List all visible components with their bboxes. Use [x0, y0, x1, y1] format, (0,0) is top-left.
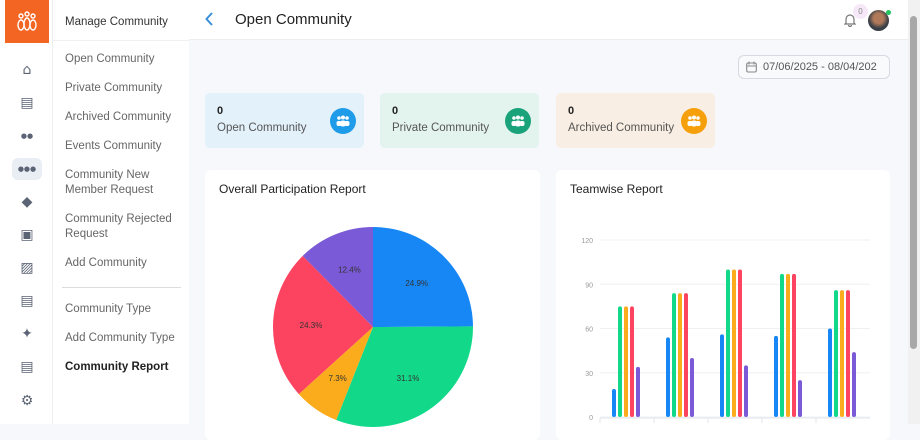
slice-label: 7.3% — [329, 374, 347, 383]
bar[interactable] — [612, 388, 616, 417]
bar[interactable] — [666, 337, 670, 417]
puzzle-icon[interactable]: ✦ — [21, 326, 33, 342]
submenu-archived-community[interactable]: Archived Community — [65, 111, 172, 123]
stat-card[interactable]: 0 Private Community — [380, 93, 539, 148]
submenu-community-report[interactable]: Community Report — [65, 361, 169, 373]
briefcase-icon[interactable]: ▨ — [20, 260, 34, 276]
bell-icon[interactable] — [843, 13, 857, 32]
bar[interactable] — [690, 358, 694, 417]
y-tick-label: 30 — [585, 371, 593, 378]
gear-icon[interactable]: ⚙ — [20, 393, 34, 409]
stat-card[interactable]: 0 Archived Community — [556, 93, 715, 148]
stat-count: 0 — [392, 105, 399, 117]
bar[interactable] — [744, 365, 748, 417]
report-icon[interactable]: ▤ — [20, 359, 34, 375]
page-title: Open Community — [235, 11, 352, 28]
pie-slice[interactable] — [373, 227, 473, 327]
bar[interactable] — [738, 269, 742, 418]
bar[interactable] — [792, 273, 796, 417]
y-tick-label: 60 — [585, 327, 593, 334]
scrollbar-thumb[interactable] — [910, 16, 917, 349]
users-icon[interactable]: ●● — [20, 132, 34, 140]
bar-chart: 0 30 60 90 120 — [581, 238, 870, 423]
chart-title: Overall Participation Report — [219, 182, 366, 196]
slice-label: 31.1% — [397, 374, 420, 383]
newspaper-icon[interactable]: ▤ — [20, 95, 34, 111]
stat-label: Open Community — [217, 122, 307, 134]
top-bar: Open Community 0 — [189, 0, 908, 40]
stat-card[interactable]: 0 Open Community — [205, 93, 364, 148]
bar[interactable] — [678, 293, 682, 417]
bar[interactable] — [636, 366, 640, 417]
community-icon — [330, 108, 356, 134]
submenu-rejected-request[interactable]: Community Rejected Request — [65, 213, 172, 240]
calendar-icon[interactable]: ▣ — [20, 227, 34, 243]
bar[interactable] — [774, 335, 778, 417]
bar[interactable] — [732, 269, 736, 418]
pie-slice[interactable] — [298, 327, 373, 420]
submenu-add-community[interactable]: Add Community — [65, 257, 147, 269]
date-range-picker[interactable]: 07/06/2025 - 08/04/202 — [738, 55, 890, 79]
bar[interactable] — [786, 273, 790, 417]
back-chevron-icon[interactable] — [205, 12, 214, 31]
avatar[interactable] — [868, 10, 889, 31]
submenu-private-community[interactable]: Private Community — [65, 82, 163, 94]
bar[interactable] — [834, 290, 838, 417]
stat-label: Private Community — [392, 122, 490, 134]
submenu-add-community-type[interactable]: Add Community Type — [65, 332, 175, 344]
bar[interactable] — [828, 328, 832, 418]
bar[interactable] — [684, 293, 688, 417]
stat-label: Archived Community — [568, 122, 675, 134]
bar[interactable] — [846, 290, 850, 417]
bar[interactable] — [798, 380, 802, 417]
divider — [62, 287, 181, 288]
y-tick-label: 0 — [589, 415, 593, 422]
community-icon — [681, 108, 707, 134]
tag-icon[interactable]: ◆ — [21, 194, 33, 210]
submenu-header: Manage Community — [53, 0, 189, 41]
notification-badge: 0 — [853, 4, 868, 19]
submenu-community-type[interactable]: Community Type — [65, 303, 152, 315]
chart-title: Teamwise Report — [570, 182, 663, 196]
bar[interactable] — [840, 290, 844, 417]
pie-slice[interactable] — [273, 255, 373, 395]
pie-slice[interactable] — [336, 326, 473, 427]
logo-people-icon — [17, 10, 37, 31]
bar[interactable] — [672, 293, 676, 417]
stat-count: 0 — [568, 105, 575, 117]
stat-count: 0 — [217, 105, 224, 117]
slice-label: 24.9% — [405, 279, 428, 288]
store-icon[interactable]: ▤ — [20, 293, 34, 309]
teamwise-report-card: Teamwise Report 0 30 60 90 120 — [556, 170, 890, 440]
participation-report-card: Overall Participation Report 24.9% 31.1% 7… — [205, 170, 540, 440]
bar[interactable] — [780, 273, 784, 417]
calendar-icon — [746, 61, 757, 76]
pie-slice[interactable] — [302, 227, 373, 327]
community-icon[interactable]: ●●● — [12, 158, 42, 180]
bar[interactable] — [618, 306, 622, 417]
scrollbar[interactable] — [908, 0, 920, 424]
y-tick-label: 90 — [585, 282, 593, 289]
date-range-value: 07/06/2025 - 08/04/202 — [763, 61, 877, 73]
icon-rail: ⌂ ▤ ●● ●●● ◆ ▣ ▨ ▤ ✦ ▤ ⚙ — [0, 0, 53, 424]
community-icon — [505, 108, 531, 134]
y-tick-label: 120 — [581, 238, 593, 245]
pie-chart: 24.9% 31.1% 7.3% 24.3% 12.4% — [273, 227, 473, 427]
bar[interactable] — [630, 306, 634, 417]
bar[interactable] — [624, 306, 628, 417]
submenu-new-member-request[interactable]: Community New Member Request — [65, 169, 154, 196]
home-icon[interactable]: ⌂ — [22, 62, 32, 78]
online-status-dot — [886, 10, 891, 15]
bar[interactable] — [852, 352, 856, 417]
app-logo[interactable] — [5, 0, 49, 43]
bar[interactable] — [726, 269, 730, 418]
slice-label: 24.3% — [300, 321, 323, 330]
submenu-open-community[interactable]: Open Community — [65, 53, 155, 65]
submenu: Manage Community Open Community Private … — [53, 0, 189, 424]
bar[interactable] — [720, 334, 724, 417]
slice-label: 12.4% — [338, 266, 361, 275]
submenu-events-community[interactable]: Events Community — [65, 140, 162, 152]
